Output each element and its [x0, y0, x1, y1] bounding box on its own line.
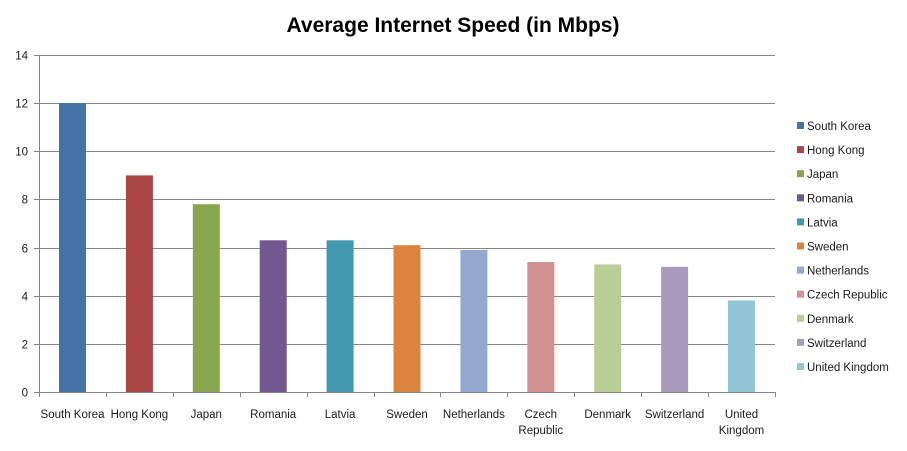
- legend-swatch: [797, 146, 804, 154]
- legend-label: Romania: [807, 193, 854, 205]
- x-tick-label: Romania: [250, 409, 297, 421]
- bar: [661, 266, 689, 392]
- bar: [259, 240, 287, 392]
- bar: [728, 300, 755, 392]
- legend-swatch: [797, 218, 804, 226]
- legend-label: Czech Republic: [807, 290, 888, 302]
- bar: [192, 204, 220, 392]
- legend-swatch: [797, 290, 804, 298]
- x-tick-label: Kingdom: [719, 425, 764, 437]
- y-tick-label: 0: [22, 388, 28, 400]
- x-tick-label: Switzerland: [645, 409, 704, 421]
- y-tick-label: 2: [22, 340, 28, 352]
- axes: [34, 55, 776, 397]
- bar: [125, 175, 153, 392]
- y-tick-label: 14: [15, 51, 28, 63]
- bar: [527, 262, 555, 392]
- y-tick-label: 12: [15, 99, 28, 111]
- legend-label: Denmark: [807, 314, 854, 326]
- bar: [393, 245, 421, 392]
- legend-label: Latvia: [807, 217, 838, 229]
- bar: [460, 250, 488, 392]
- bars: [59, 103, 755, 392]
- legend-label: Switzerland: [807, 338, 866, 350]
- legend-swatch: [797, 170, 804, 178]
- y-tick-label: 10: [15, 147, 28, 159]
- legend-swatch: [797, 266, 804, 274]
- x-tick-label: Netherlands: [443, 409, 505, 421]
- x-tick-label: Hong Kong: [111, 409, 169, 421]
- x-tick-label: Latvia: [325, 409, 356, 421]
- legend-label: Netherlands: [807, 266, 869, 278]
- legend-swatch: [797, 242, 804, 250]
- bar: [59, 103, 86, 392]
- bar: [326, 240, 354, 392]
- bar: [594, 264, 622, 392]
- y-tick-label: 4: [22, 292, 29, 304]
- legend-swatch: [797, 363, 804, 370]
- x-tick-label: Denmark: [584, 409, 631, 421]
- legend-swatch: [797, 314, 804, 322]
- x-tick-label: Japan: [191, 409, 222, 421]
- x-tick-label: Czech: [524, 409, 557, 421]
- legend-swatch: [797, 194, 804, 202]
- legend-swatch: [797, 122, 804, 129]
- y-tick-label: 8: [22, 195, 28, 207]
- y-tick-label: 6: [22, 244, 28, 256]
- x-tick-label: Republic: [518, 425, 563, 437]
- x-tick-label: South Korea: [41, 409, 106, 421]
- legend-label: Hong Kong: [807, 145, 865, 157]
- chart-title: Average Internet Speed (in Mbps): [287, 14, 620, 37]
- legend-label: South Korea: [807, 121, 872, 133]
- legend: South Korea Hong Kong Japan Romania Latvia Sw…: [797, 121, 889, 374]
- x-tick-label: Sweden: [386, 409, 428, 421]
- category-labels: South Korea Hong Kong Japan Romania Latvia Sw…: [41, 409, 765, 437]
- legend-label: Sweden: [807, 242, 849, 254]
- legend-label: United Kingdom: [807, 362, 889, 374]
- x-tick-label: United: [725, 409, 758, 421]
- y-tick-labels: 0 2 4 6 8 10 12 14: [15, 51, 28, 400]
- legend-label: Japan: [807, 169, 838, 181]
- legend-swatch: [797, 338, 804, 346]
